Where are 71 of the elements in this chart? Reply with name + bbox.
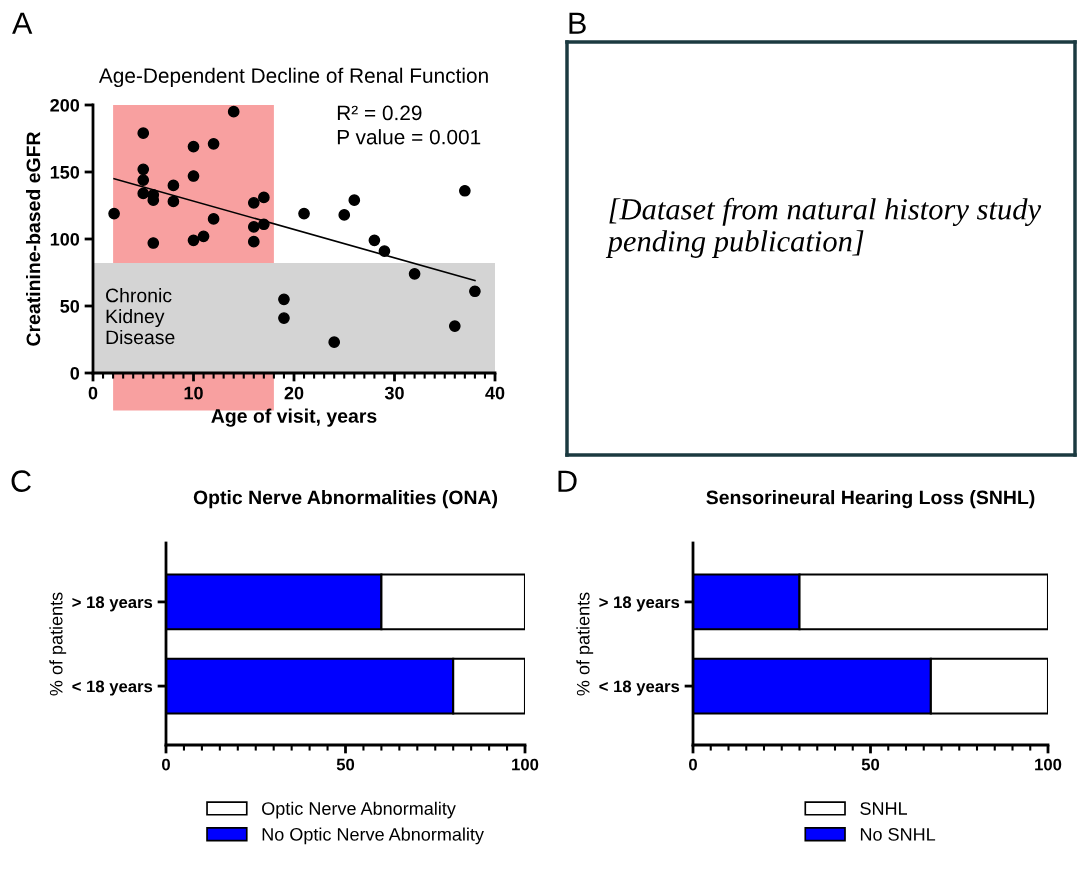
point (247, 235, 260, 248)
point (187, 170, 200, 182)
y-axis-title: Creatinine-based eGFR (26, 131, 41, 346)
text: B (569, 12, 586, 34)
y-tick-label: > 18 years (72, 596, 153, 612)
point (247, 196, 260, 209)
x-axis-title: Age of visit, years (211, 408, 377, 427)
point (448, 320, 461, 332)
point (459, 184, 471, 197)
point (328, 336, 341, 349)
y-tick-label: 100 (50, 232, 80, 246)
point (348, 194, 361, 206)
y-tick-label: < 18 years (599, 680, 680, 696)
point (258, 191, 270, 204)
legend-label: No SNHL (860, 827, 936, 841)
text: C (11, 470, 31, 492)
y-axis-title: % of patients (576, 592, 594, 696)
text: [Dataset from natural history study pending publication] (605, 197, 1042, 258)
legend-label: Optic Nerve Abnormality (262, 801, 456, 819)
x-tick-label: 30 (384, 386, 404, 400)
point (227, 105, 240, 118)
point (378, 245, 391, 257)
x-tick-label: 50 (336, 758, 355, 771)
chart-title: Sensorineural Hearing Loss (SNHL) (706, 490, 1035, 509)
annotation: R² = 0.29 (337, 105, 422, 121)
point (137, 127, 150, 139)
y-tick-label: 50 (60, 299, 80, 313)
y-tick-label: 0 (70, 366, 80, 380)
y-tick-label: > 18 years (599, 596, 680, 612)
x-tick-label: 0 (88, 386, 98, 400)
chart-title: Age-Dependent Decline of Renal Function (98, 67, 488, 88)
band-label: Chronic Kidney Disease (106, 288, 175, 345)
point (137, 187, 150, 200)
x-tick-label: 40 (485, 386, 505, 400)
point (187, 140, 200, 153)
x-tick-label: 10 (184, 386, 203, 400)
x-tick-label: 100 (1035, 758, 1062, 771)
point (207, 138, 220, 150)
point (469, 285, 481, 298)
point (108, 207, 120, 220)
y-tick-label: 200 (50, 98, 80, 112)
legend-label: No Optic Nerve Abnormality (262, 827, 484, 845)
point (258, 218, 270, 231)
point (187, 234, 200, 247)
point (137, 174, 150, 186)
point (278, 312, 290, 324)
point (247, 221, 260, 233)
x-tick-label: 100 (512, 758, 539, 771)
point (167, 179, 180, 192)
point (207, 213, 220, 225)
x-tick-label: 20 (284, 386, 304, 400)
text: D (558, 470, 577, 492)
point (197, 230, 210, 243)
y-tick-label: 150 (50, 165, 80, 179)
y-axis-title: % of patients (49, 592, 67, 696)
x-tick-label: 0 (162, 758, 170, 771)
y-tick-label: < 18 years (72, 680, 153, 696)
point (278, 293, 290, 306)
x-tick-label: 0 (689, 758, 697, 771)
point (167, 195, 180, 208)
annotation: P value = 0.001 (337, 129, 481, 145)
point (408, 267, 421, 280)
point (137, 163, 150, 176)
point (298, 207, 310, 220)
chart-title: Optic Nerve Abnormalities (ONA) (193, 490, 498, 509)
point (147, 237, 160, 249)
point (338, 209, 351, 221)
x-tick-label: 50 (861, 758, 880, 771)
point (368, 234, 381, 247)
text: A (12, 12, 33, 34)
legend-label: SNHL (860, 802, 908, 815)
